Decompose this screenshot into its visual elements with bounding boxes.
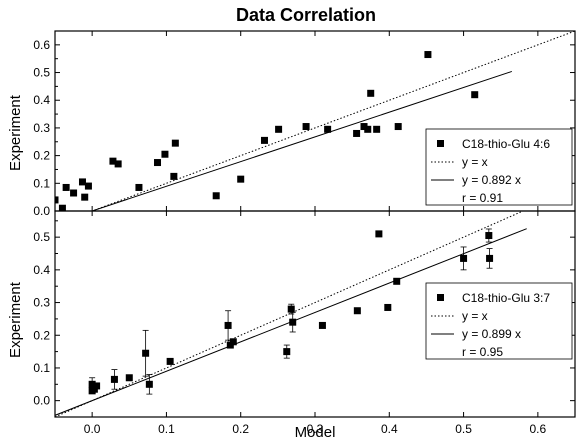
legend: C18-thio-Glu 3:7 y = x y = 0.899 x r = 0.95 [425,282,573,360]
data-point [135,183,143,191]
x-tick-label: 0.5 [455,422,472,436]
x-tick-label: 0.4 [381,422,398,436]
data-point [171,139,179,147]
x-tick-labels: 0.0 0.1 0.2 0.3 0.4 0.5 0.6 [84,422,547,436]
data-point [224,321,232,329]
legend-r-label: r = 0.91 [462,191,503,205]
y-tick-label: 0.4 [33,93,50,107]
legend-r-label: r = 0.95 [462,345,503,359]
data-point [460,254,468,262]
y-tick-label: 0.0 [33,204,50,218]
x-tick-label: 0.6 [530,422,547,436]
data-point [84,182,92,190]
data-point [161,150,169,158]
y-tick-label: 0.5 [33,66,50,80]
data-point [88,380,96,388]
data-point [145,380,153,388]
data-point [393,277,401,285]
data-point [360,123,368,131]
data-point [283,348,291,356]
data-point [353,129,361,137]
data-point [110,375,118,383]
x-tick-label: 0.3 [307,422,324,436]
data-point [424,51,432,59]
legend-marker [437,140,444,147]
data-point [237,175,245,183]
top-panel: 0.0 0.1 0.2 0.3 0.4 0.5 0.6 C18-thio-Glu 4:6 y =… [33,30,576,218]
y-tick-label: 0.1 [33,176,50,190]
legend-fit-label: y = 0.899 x [462,327,521,341]
y-tick-label: 0.3 [33,296,50,310]
data-point [353,307,361,315]
data-point [367,89,375,97]
x-tick-label: 0.0 [84,422,101,436]
data-point [486,254,494,262]
legend-box [425,128,573,206]
y-axis-label-bottom: Experiment [7,281,24,358]
data-point [93,382,101,390]
data-point [373,125,381,133]
x-axis-label: Model [295,424,336,441]
fit-line [90,70,513,211]
bottom-panel: 0.0 0.1 0.2 0.3 0.4 0.5 C18-thio-Glu 3:7 y = x y… [33,210,576,418]
legend-marker [437,294,444,301]
data-point [166,357,174,365]
y-tick-label: 0.0 [33,394,50,408]
data-point [287,305,295,313]
data-point [55,196,59,204]
data-point [142,349,150,357]
y-tick-label: 0.5 [33,230,50,244]
data-point [302,123,310,131]
data-point [170,172,178,180]
y-tick-label: 0.2 [33,149,50,163]
data-point [212,192,220,200]
reference-line-y-equals-x [55,211,525,417]
y-tick-label: 0.6 [33,38,50,52]
y-tick-label: 0.4 [33,263,50,277]
data-point [471,91,479,99]
x-tick-label: 0.1 [158,422,175,436]
data-point [125,374,133,382]
x-tick-label: 0.2 [232,422,249,436]
chart-title: Data Correlation [236,5,376,25]
data-point [324,125,332,133]
legend: C18-thio-Glu 4:6 y = x y = 0.892 x r = 0.91 [425,128,573,206]
data-point [154,159,162,167]
data-point [394,123,402,131]
legend-ref-label: y = x [462,155,488,169]
data-point [114,160,122,168]
data-point [70,189,78,197]
data-point [78,178,86,186]
y-tick-label: 0.1 [33,361,50,375]
legend-box [425,282,573,360]
legend-series-label: C18-thio-Glu 3:7 [462,291,550,305]
data-point [229,338,237,346]
data-point [375,230,383,238]
data-point [81,193,89,201]
data-point [485,232,493,240]
data-point [275,125,283,133]
data-point [260,136,268,144]
y-tick-label: 0.2 [33,328,50,342]
data-point [109,157,117,165]
data-point [318,321,326,329]
y-axis-label-top: Experiment [7,94,24,171]
legend-ref-label: y = x [462,309,488,323]
data-point [384,303,392,311]
y-tick-label: 0.3 [33,121,50,135]
data-point [289,318,297,326]
data-point [62,183,70,191]
data-point [58,204,66,211]
legend-series-label: C18-thio-Glu 4:6 [462,137,550,151]
legend-fit-label: y = 0.892 x [462,173,521,187]
data-point [364,125,372,133]
reference-line-y-equals-x [90,31,575,211]
